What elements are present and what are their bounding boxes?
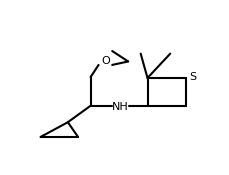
Text: S: S	[190, 72, 197, 82]
Text: NH: NH	[112, 102, 128, 112]
Text: O: O	[101, 57, 110, 66]
